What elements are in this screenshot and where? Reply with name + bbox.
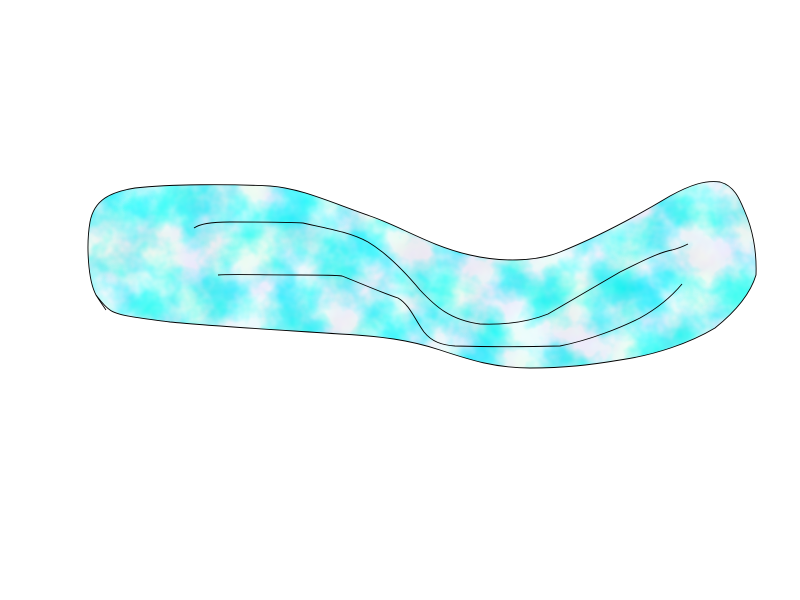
lower-inner-line (217, 274, 683, 348)
upper-inner-line (193, 221, 689, 325)
blob-outline (87, 181, 757, 369)
blob-outline-tail (95, 294, 107, 311)
water-blob-shape (87, 181, 757, 369)
